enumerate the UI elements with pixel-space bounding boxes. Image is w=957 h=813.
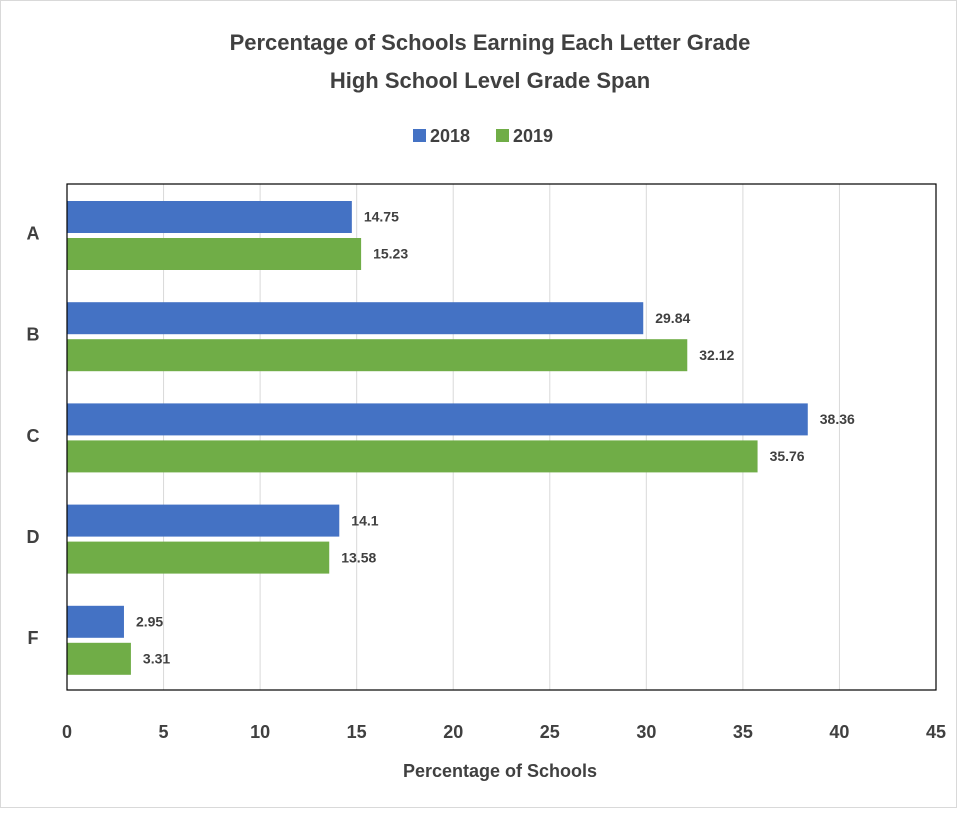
x-tick-label: 15 <box>347 722 367 742</box>
legend-swatch <box>413 129 426 142</box>
data-label: 3.31 <box>143 651 170 667</box>
bar <box>67 504 340 537</box>
data-label: 2.95 <box>136 614 163 630</box>
x-axis-label: Percentage of Schools <box>403 761 597 781</box>
x-tick-label: 20 <box>443 722 463 742</box>
x-tick-label: 45 <box>926 722 946 742</box>
bar <box>67 339 688 372</box>
data-label: 13.58 <box>341 549 376 565</box>
x-tick-label: 35 <box>733 722 753 742</box>
legend-label: 2018 <box>430 126 470 146</box>
data-label: 14.1 <box>351 512 378 528</box>
data-label: 35.76 <box>770 448 805 464</box>
y-tick-label: D <box>27 527 40 547</box>
legend-swatch <box>496 129 509 142</box>
y-tick-label: F <box>28 628 39 648</box>
bar <box>67 238 362 270</box>
data-label: 32.12 <box>699 347 734 363</box>
bar <box>67 302 644 335</box>
bar <box>67 642 131 675</box>
x-tick-label: 25 <box>540 722 560 742</box>
y-tick-label: C <box>27 426 40 446</box>
x-tick-label: 40 <box>829 722 849 742</box>
chart-title: Percentage of Schools Earning Each Lette… <box>230 30 751 55</box>
data-label: 38.36 <box>820 411 855 427</box>
y-tick-label: A <box>27 223 40 243</box>
bar <box>67 201 352 233</box>
x-tick-label: 0 <box>62 722 72 742</box>
y-tick-label: B <box>27 325 40 345</box>
bar <box>67 541 330 574</box>
chart-subtitle: High School Level Grade Span <box>330 68 650 93</box>
plot-frame <box>66 183 937 691</box>
bar <box>67 440 758 473</box>
data-label: 14.75 <box>364 209 399 225</box>
bar <box>67 403 808 436</box>
data-label: 15.23 <box>373 246 408 262</box>
x-tick-label: 10 <box>250 722 270 742</box>
x-tick-label: 5 <box>159 722 169 742</box>
data-label: 29.84 <box>655 310 690 326</box>
legend-label: 2019 <box>513 126 553 146</box>
x-tick-label: 30 <box>636 722 656 742</box>
bar <box>67 605 124 638</box>
